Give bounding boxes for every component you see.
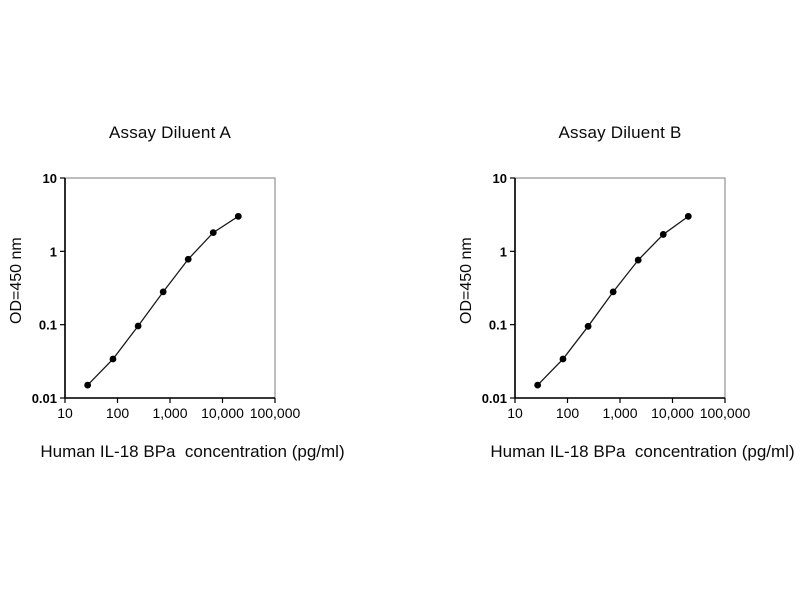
data-point-marker [159,288,167,296]
data-point-marker [109,355,117,363]
chart-title: Assay Diluent A [108,123,232,142]
plot-area-border [514,177,726,399]
chart-assay-diluent-a: Assay Diluent A OD=450 nm 10 100 1,000 10,0… [0,118,395,483]
data-point-marker [184,255,192,263]
x-tick-label: 10,000 [651,405,694,421]
x-axis-title: Human IL-18 BPa concentration (pg/ml) [490,442,795,461]
chart-assay-diluent-b: Assay Diluent B OD=450 nm 10 100 1,000 10,0… [450,118,800,483]
x-tick-label: 10 [507,405,523,421]
data-point-marker [534,381,542,389]
y-tick-label: 1 [500,244,507,259]
data-point-marker [134,322,142,330]
x-tick-label: 10 [57,405,73,421]
x-tick-label: 100 [556,405,580,421]
y-tick-label: 10 [493,171,507,186]
x-axis-title: Human IL-18 BPa concentration (pg/ml) [40,442,345,461]
x-tick-label: 100,000 [700,405,751,421]
data-point-marker [634,256,642,264]
standard-curve-plot-a: 10 100 1,000 10,000 100,000 10 1 0.1 0.01 [32,171,301,421]
standard-curve-plot-b: 10 100 1,000 10,000 100,000 10 1 0.1 0.01 [482,171,751,421]
data-point-marker [684,212,692,220]
data-point-marker [234,212,242,220]
y-tick-label: 1 [50,244,57,259]
y-tick-label: 0.01 [482,391,507,406]
data-point-marker [584,322,592,330]
data-point-marker [84,381,92,389]
x-tick-label: 100 [106,405,130,421]
plot-area-border [64,177,276,399]
x-tick-label: 1,000 [602,405,637,421]
data-point-marker [209,229,217,237]
y-tick-label: 10 [43,171,57,186]
x-tick-label: 10,000 [201,405,244,421]
data-point-marker [609,288,617,296]
y-tick-label: 0.1 [39,318,57,333]
data-point-marker [659,231,667,238]
x-tick-label: 100,000 [250,405,301,421]
y-tick-label: 0.1 [489,318,507,333]
x-tick-label: 1,000 [152,405,187,421]
y-tick-label: 0.01 [32,391,57,406]
data-point-marker [559,355,567,363]
chart-title: Assay Diluent B [558,123,682,142]
